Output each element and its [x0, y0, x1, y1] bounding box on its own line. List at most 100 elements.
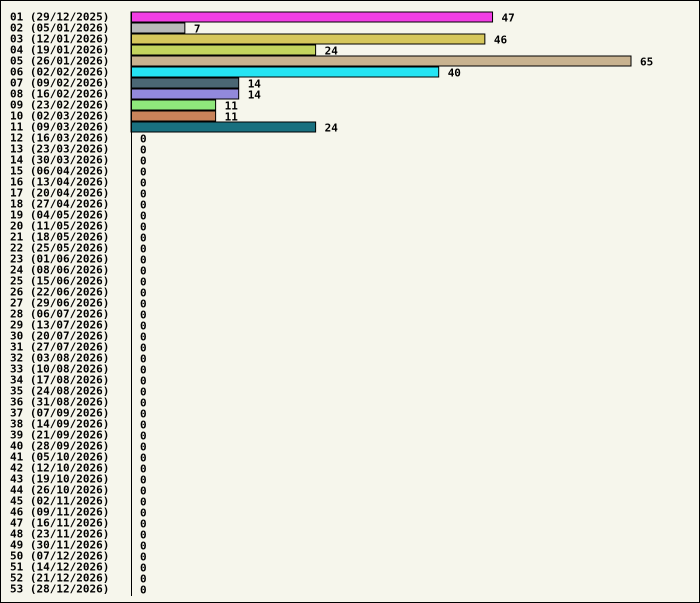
- category-label: 44 (26/10/2026): [10, 484, 109, 497]
- bar: [130, 88, 240, 100]
- category-label: 43 (19/10/2026): [10, 473, 109, 486]
- data-label: 0: [140, 584, 147, 597]
- category-label: 50 (07/12/2026): [10, 550, 109, 563]
- category-label: 24 (08/06/2026): [10, 264, 109, 277]
- category-label: 26 (22/06/2026): [10, 286, 109, 299]
- category-label: 19 (04/05/2026): [10, 209, 109, 222]
- data-label: 0: [140, 386, 147, 399]
- category-label: 16 (13/04/2026): [10, 176, 109, 189]
- category-label: 51 (14/12/2026): [10, 561, 109, 574]
- data-label: 0: [140, 243, 147, 256]
- category-label: 07 (09/02/2026): [10, 77, 109, 90]
- category-label: 47 (16/11/2026): [10, 517, 109, 530]
- category-label: 03 (12/01/2026): [10, 33, 109, 46]
- data-label: 0: [140, 276, 147, 289]
- data-label: 47: [502, 12, 515, 25]
- bar: [130, 121, 317, 133]
- bar: [130, 33, 486, 45]
- data-label: 0: [140, 419, 147, 432]
- category-label: 28 (06/07/2026): [10, 308, 109, 321]
- bar: [130, 66, 440, 78]
- data-label: 0: [140, 375, 147, 388]
- bar: [130, 44, 317, 56]
- data-label: 0: [140, 298, 147, 311]
- category-label: 53 (28/12/2026): [10, 583, 109, 596]
- category-label: 11 (09/03/2026): [10, 121, 109, 134]
- category-label: 14 (30/03/2026): [10, 154, 109, 167]
- category-label: 23 (01/06/2026): [10, 253, 109, 266]
- category-label: 46 (09/11/2026): [10, 506, 109, 519]
- category-label: 10 (02/03/2026): [10, 110, 109, 123]
- category-label: 30 (20/07/2026): [10, 330, 109, 343]
- category-label: 35 (24/08/2026): [10, 385, 109, 398]
- category-label: 21 (18/05/2026): [10, 231, 109, 244]
- data-label: 0: [140, 309, 147, 322]
- data-label: 0: [140, 408, 147, 421]
- data-label: 40: [448, 67, 461, 80]
- data-label: 0: [140, 188, 147, 201]
- bar: [130, 55, 632, 67]
- category-label: 12 (16/03/2026): [10, 132, 109, 145]
- category-label: 25 (15/06/2026): [10, 275, 109, 288]
- data-label: 0: [140, 441, 147, 454]
- data-label: 0: [140, 463, 147, 476]
- data-label: 65: [640, 56, 653, 69]
- data-label: 0: [140, 155, 147, 168]
- category-label: 02 (05/01/2026): [10, 22, 109, 35]
- data-label: 0: [140, 551, 147, 564]
- category-label: 27 (29/06/2026): [10, 297, 109, 310]
- data-label: 24: [325, 45, 339, 58]
- data-label: 0: [140, 133, 147, 146]
- category-label: 40 (28/09/2026): [10, 440, 109, 453]
- data-label: 0: [140, 331, 147, 344]
- data-label: 0: [140, 364, 147, 377]
- bar: [130, 77, 240, 89]
- category-label: 38 (14/09/2026): [10, 418, 109, 431]
- data-label: 0: [140, 573, 147, 586]
- category-label: 32 (03/08/2026): [10, 352, 109, 365]
- data-label: 0: [140, 199, 147, 212]
- data-label: 24: [325, 122, 339, 135]
- data-label: 0: [140, 518, 147, 531]
- category-label: 42 (12/10/2026): [10, 462, 109, 475]
- data-label: 0: [140, 287, 147, 300]
- category-label: 20 (11/05/2026): [10, 220, 109, 233]
- data-label: 0: [140, 474, 147, 487]
- category-label: 17 (20/04/2026): [10, 187, 109, 200]
- category-label: 15 (06/04/2026): [10, 165, 109, 178]
- data-label: 7: [194, 23, 201, 36]
- data-label: 0: [140, 254, 147, 267]
- data-label: 0: [140, 320, 147, 333]
- data-label: 0: [140, 210, 147, 223]
- bar: [130, 22, 186, 34]
- category-label: 09 (23/02/2026): [10, 99, 109, 112]
- bar: [130, 11, 494, 23]
- category-label: 45 (02/11/2026): [10, 495, 109, 508]
- category-label: 22 (25/05/2026): [10, 242, 109, 255]
- category-label: 41 (05/10/2026): [10, 451, 109, 464]
- data-label: 0: [140, 562, 147, 575]
- data-label: 0: [140, 430, 147, 443]
- data-label: 0: [140, 144, 147, 157]
- data-label: 0: [140, 232, 147, 245]
- data-label: 0: [140, 177, 147, 190]
- bar: [130, 99, 217, 111]
- category-label: 08 (16/02/2026): [10, 88, 109, 101]
- category-label: 36 (31/08/2026): [10, 396, 109, 409]
- category-label: 13 (23/03/2026): [10, 143, 109, 156]
- data-label: 0: [140, 507, 147, 520]
- category-label: 05 (26/01/2026): [10, 55, 109, 68]
- data-label: 14: [248, 78, 262, 91]
- bar: [130, 110, 217, 122]
- data-label: 0: [140, 265, 147, 278]
- category-label: 18 (27/04/2026): [10, 198, 109, 211]
- category-label: 34 (17/08/2026): [10, 374, 109, 387]
- data-label: 0: [140, 221, 147, 234]
- category-label: 33 (10/08/2026): [10, 363, 109, 376]
- category-label: 01 (29/12/2025): [10, 11, 109, 24]
- category-label: 04 (19/01/2026): [10, 44, 109, 57]
- category-label: 06 (02/02/2026): [10, 66, 109, 79]
- data-label: 0: [140, 452, 147, 465]
